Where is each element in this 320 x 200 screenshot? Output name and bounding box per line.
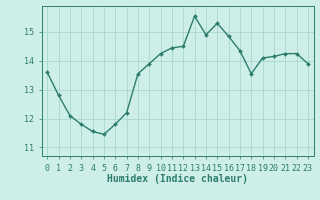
X-axis label: Humidex (Indice chaleur): Humidex (Indice chaleur) — [107, 174, 248, 184]
